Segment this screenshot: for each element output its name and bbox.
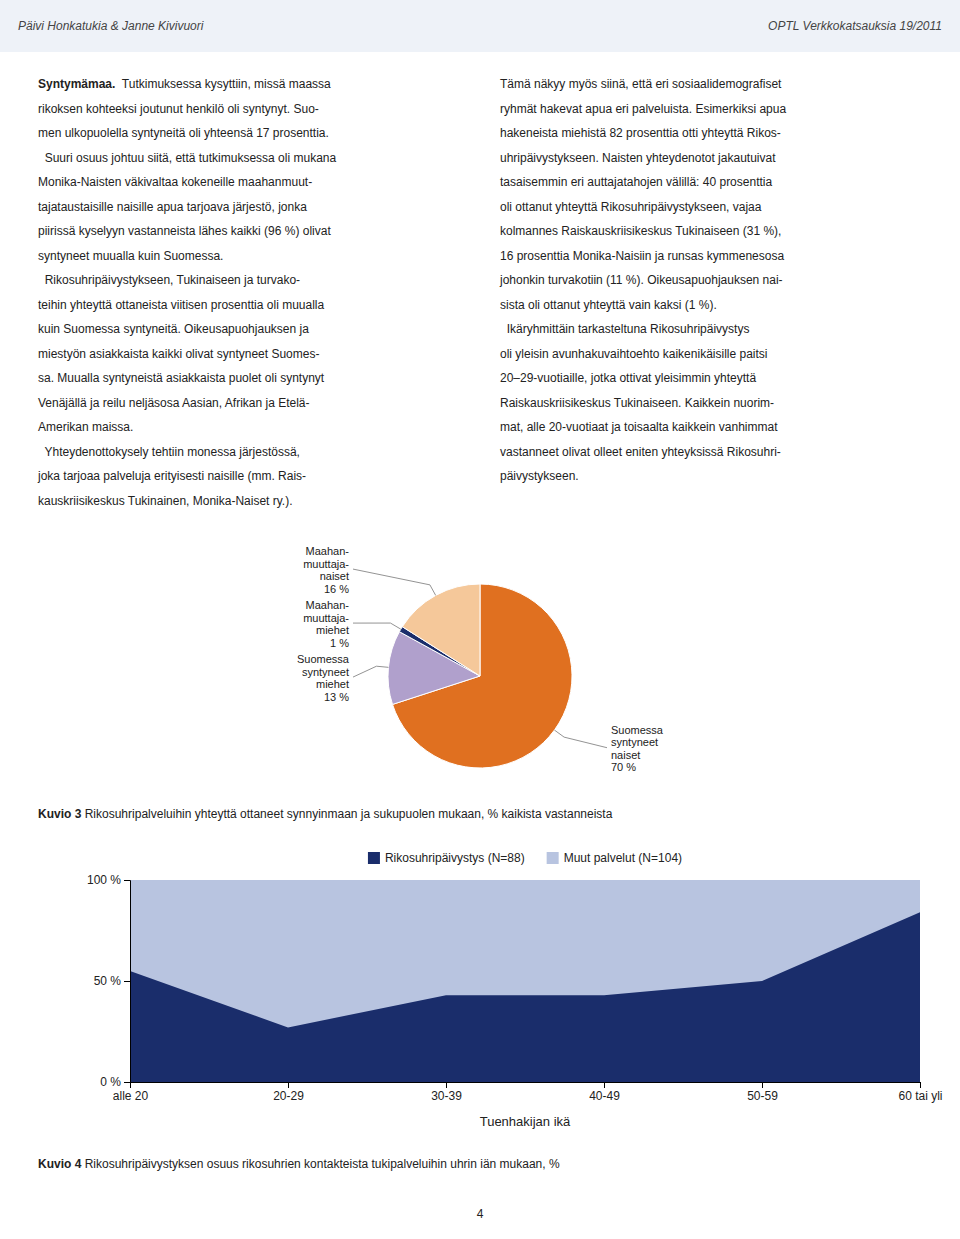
x-tick: 20-29 (273, 1082, 304, 1103)
slice-label: Suomessasyntyneetnaiset (611, 724, 664, 761)
body-line: hakeneista miehistä 82 prosenttia otti y… (500, 126, 781, 140)
legend-item: Rikosuhripäivystys (N=88) (368, 851, 525, 865)
data-label: 70 % (611, 761, 636, 773)
x-axis-title: Tuenhakijan ikä (480, 1114, 571, 1129)
pie: Suomessasyntyneetnaiset70 % Suomessasynty… (297, 545, 664, 773)
body-line: kolmannes Raiskauskriisikeskus Tukinaise… (500, 224, 781, 238)
body-line: Tutkimuksessa kysyttiin, missä maassa (115, 77, 331, 91)
legend-label: Rikosuhripäivystys (N=88) (385, 851, 525, 865)
body-line: joka tarjoaa palveluja erityisesti naisi… (37, 469, 306, 483)
body-line: syntyneet muualla kuin Suomessa. (38, 249, 223, 263)
leader-line (353, 623, 401, 629)
x-tick-label: 30-39 (431, 1089, 462, 1103)
plot-area (130, 880, 920, 1082)
x-tick: 40-49 (589, 1082, 620, 1103)
y-tick-label: 0 % (100, 1075, 121, 1089)
y-tick: 0 % (100, 1075, 130, 1089)
body-line: Ikäryhmittäin tarkasteltuna Rikosuhripäi… (500, 322, 749, 336)
slice-label: Suomessasyntyneetmiehet (297, 653, 350, 690)
chart-title: Kuvio 3 Rikosuhripalveluihin yhteyttä ot… (38, 807, 613, 821)
chart-title: Kuvio 4 Rikosuhripäivystyksen osuus riko… (38, 1157, 560, 1171)
body-line: sista oli ottanut yhteyttä vain kaksi (1… (500, 298, 717, 312)
leader-line (353, 569, 436, 595)
x-tick: 30-39 (431, 1082, 462, 1103)
legend-swatch (368, 852, 380, 864)
x-tick-mark (604, 1082, 605, 1088)
page-number: 4 (477, 1207, 484, 1221)
page: Päivi Honkatukia & Janne Kivivuori OPTL V… (0, 0, 960, 1239)
body-line: men ulkopuolella syntyneitä oli yhteensä… (38, 126, 329, 140)
x-tick-mark (920, 1082, 921, 1088)
body-line: oli yleisin avunhakuvaihtoehto kaikenikä… (500, 347, 768, 361)
leader-line (554, 730, 607, 748)
header-left: Päivi Honkatukia & Janne Kivivuori (18, 19, 204, 33)
body-line: Monika-Naisten väkivaltaa kokeneille maa… (38, 175, 312, 189)
y-tick-mark (124, 880, 130, 881)
area (130, 880, 920, 1082)
body-line: teihin yhteyttä ottaneista viitisen pros… (38, 298, 324, 312)
y-tick-mark (124, 981, 130, 982)
x-tick-label: 60 tai yli (898, 1089, 942, 1103)
body-line: mat, alle 20-vuotiaat ja toisaalta kaikk… (500, 420, 778, 434)
slice-label: Maahan-muuttaja-naiset (303, 545, 349, 582)
body-lead: Syntymämaa. (38, 77, 115, 91)
data-label: 1 % (330, 637, 349, 649)
body-line: uhripäivystykseen. Naisten yhteydenotot … (500, 151, 776, 165)
legend-swatch (547, 852, 559, 864)
body-line: johonkin turvakotiin (11 %). Oikeusapuoh… (499, 273, 783, 287)
y-axis: 0 % 50 % 100 % (87, 873, 131, 1089)
body-line: Tämä näkyy myös siinä, että eri sosiaali… (500, 77, 782, 91)
x-tick-label: alle 20 (113, 1089, 149, 1103)
body-line: rikoksen kohteeksi joutunut henkilö oli … (38, 102, 319, 116)
y-tick: 50 % (94, 974, 130, 988)
body-line: Venäjällä ja reilu neljäsosa Aasian, Afr… (38, 396, 310, 410)
header-right: OPTL Verkkokatsauksia 19/2011 (768, 19, 942, 33)
y-tick: 100 % (87, 873, 130, 887)
y-tick-mark (124, 1082, 130, 1083)
leader-line (353, 666, 388, 677)
body-line: päivystykseen. (500, 469, 579, 483)
y-axis-line (124, 881, 131, 1083)
x-tick-mark (762, 1082, 763, 1088)
x-tick-mark (446, 1082, 447, 1088)
area (130, 912, 920, 1082)
body-line: tajataustaisille naisille apua tarjoava … (38, 200, 307, 214)
body-line: oli ottanut yhteyttä Rikosuhripäivystyks… (500, 200, 762, 214)
x-tick: 60 tai yli (898, 1082, 942, 1103)
y-tick-label: 50 % (94, 974, 122, 988)
x-axis-line (131, 1083, 921, 1089)
x-tick-mark (288, 1082, 289, 1088)
body-line: Yhteydenottokysely tehtiin monessa järje… (38, 445, 300, 459)
body-line: kauskriisikeskus Tukinainen, Monika-Nais… (38, 494, 293, 508)
legend: Rikosuhripäivystys (N=88) Muut palvelut (… (368, 851, 682, 865)
body-line: ryhmät hakevat apua eri palveluista. Esi… (500, 102, 786, 116)
x-axis: alle 20 20-29 30-39 40-49 50-59 60 tai yli (113, 1082, 943, 1103)
body-line: Raiskauskriisikeskus Tukinaiseen. Kaikke… (500, 396, 774, 410)
y-tick-label: 100 % (87, 873, 121, 887)
pie-slice (402, 584, 480, 676)
header-band (0, 0, 960, 52)
body-line: sa. Muualla syntyneistä asiakkaista puol… (38, 371, 325, 385)
body-line: tasaisemmin eri auttajatahojen välillä: … (500, 175, 772, 189)
data-label: 16 % (324, 583, 349, 595)
body-line: kuin Suomessa syntyneitä. Oikeusapuohjau… (38, 322, 309, 336)
legend-label: Muut palvelut (N=104) (564, 851, 682, 865)
x-tick: 50-59 (747, 1082, 778, 1103)
legend-item: Muut palvelut (N=104) (547, 851, 682, 865)
body-line: 16 prosenttia Monika-Naisiin ja runsas k… (500, 249, 784, 263)
slice-label: Maahan-muuttaja-miehet (303, 599, 349, 636)
body-line: miestyön asiakkaista kaikki olivat synty… (38, 347, 319, 361)
body-line: Rikosuhripäivystykseen, Tukinaiseen ja t… (38, 273, 300, 287)
x-tick-label: 40-49 (589, 1089, 620, 1103)
x-tick-label: 50-59 (747, 1089, 778, 1103)
body-line: Amerikan maissa. (38, 420, 133, 434)
data-label: 13 % (324, 691, 349, 703)
body-line: vastanneet olivat olleet eniten yhteyksi… (500, 445, 781, 459)
body-line: 20–29-vuotiaille, jotka ottivat yleisimm… (500, 371, 756, 385)
body-line: piirissä kyselyyn vastanneista lähes kai… (38, 224, 331, 238)
body-line: Suuri osuus johtuu siitä, että tutkimuks… (38, 151, 336, 165)
x-tick-label: 20-29 (273, 1089, 304, 1103)
